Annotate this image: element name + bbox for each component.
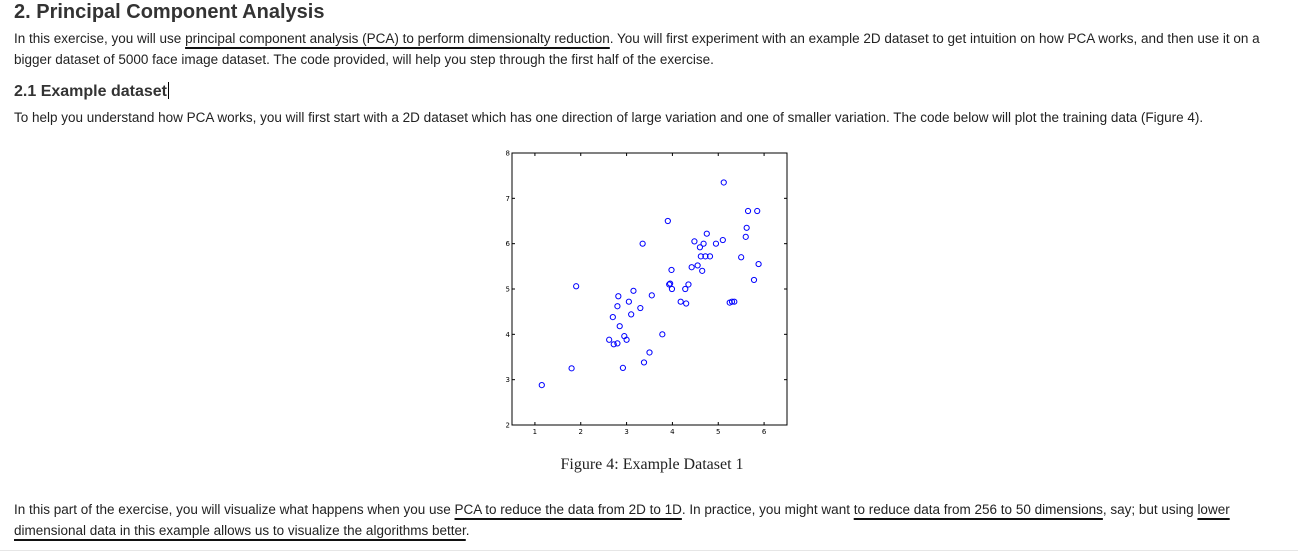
y-tick-label: 4	[506, 331, 511, 339]
y-tick-label: 8	[506, 150, 510, 158]
data-point	[659, 331, 666, 338]
data-point	[614, 303, 621, 310]
y-tick-label: 5	[506, 286, 510, 294]
data-point	[667, 280, 674, 287]
summary-text-2: . In practice, you might want	[681, 502, 854, 517]
data-point	[688, 264, 695, 271]
intro-text-1: In this exercise, you will use	[14, 31, 186, 46]
data-point	[668, 285, 676, 293]
data-point	[702, 253, 709, 260]
data-point	[700, 240, 707, 247]
y-tick-label: 3	[506, 376, 510, 384]
bottom-divider	[0, 550, 1298, 551]
intro-paragraph: In this exercise, you will use principal…	[14, 28, 1294, 70]
data-point	[637, 304, 644, 312]
lower-dimensional-phrase: lower dimensional data in this example a…	[14, 502, 1230, 538]
summary-text-3: , say; but using	[1102, 502, 1198, 517]
dimensions-phrase: to reduce data from 256 to 50 dimensions	[853, 502, 1103, 517]
data-point	[755, 260, 762, 268]
example-dataset-scatter-plot: 1 2 3 4 5 6 2 3 4 5 6 7 8	[506, 150, 788, 436]
data-point	[573, 283, 580, 290]
data-point	[614, 340, 621, 347]
plot-frame	[511, 152, 788, 426]
subsection-title: 2.1 Example dataset	[14, 82, 169, 101]
data-point	[719, 236, 726, 244]
data-point	[731, 298, 738, 305]
data-point	[750, 276, 758, 284]
data-point	[648, 292, 655, 299]
data-point	[742, 233, 749, 240]
x-tick-label: 4	[670, 428, 675, 436]
data-point	[609, 314, 616, 321]
data-point	[697, 253, 704, 260]
data-point	[696, 244, 704, 251]
data-point	[706, 253, 714, 260]
data-point	[682, 285, 689, 293]
axis-ticks: 1 2 3 4 5 6 2 3 4 5 6 7 8	[506, 150, 787, 436]
data-point	[699, 267, 706, 274]
data-point	[683, 300, 690, 307]
data-point	[744, 207, 752, 215]
subsection-paragraph: To help you understand how PCA works, yo…	[14, 110, 1204, 125]
pca-underlined-phrase: principal component analysis (PCA) to pe…	[185, 31, 610, 46]
text-cursor	[167, 82, 169, 99]
pca-2d-to-1d-phrase: PCA to reduce the data from 2D to 1D	[454, 502, 682, 517]
summary-text-1: In this part of the exercise, you will v…	[14, 502, 455, 517]
data-point	[743, 224, 750, 231]
data-point	[754, 207, 761, 215]
x-tick-label: 1	[533, 428, 537, 436]
data-point	[664, 217, 671, 225]
summary-paragraph: In this part of the exercise, you will v…	[14, 499, 1294, 541]
section-title: 2. Principal Component Analysis	[14, 1, 325, 23]
data-point	[685, 281, 692, 288]
data-point	[720, 179, 727, 186]
subsection-title-text: 2.1 Example dataset	[14, 83, 167, 100]
x-tick-label: 3	[624, 428, 628, 436]
data-point	[610, 341, 617, 348]
data-point	[615, 293, 622, 300]
data-points	[538, 179, 762, 389]
summary-text-4: .	[465, 523, 470, 538]
y-tick-label: 6	[506, 240, 511, 248]
data-point	[619, 364, 627, 371]
data-point	[625, 298, 632, 305]
data-point	[616, 323, 623, 330]
data-point	[666, 281, 673, 288]
data-point	[703, 230, 710, 237]
intro-text-2: . You will first experiment with an exam…	[14, 31, 1260, 67]
x-tick-label: 5	[716, 428, 720, 436]
data-point	[568, 365, 575, 372]
y-tick-label: 2	[506, 422, 510, 430]
data-point	[606, 336, 613, 343]
data-point	[694, 262, 701, 269]
data-point	[677, 298, 684, 305]
x-tick-label: 2	[579, 428, 583, 436]
x-tick-label: 6	[762, 428, 767, 436]
data-point	[538, 382, 545, 389]
data-point	[738, 254, 745, 261]
data-point	[639, 240, 646, 247]
data-point	[628, 311, 635, 318]
data-point	[712, 240, 720, 247]
data-point	[640, 359, 648, 366]
data-point	[646, 349, 653, 356]
data-point	[623, 336, 630, 343]
y-tick-label: 7	[506, 195, 510, 203]
data-point	[728, 298, 736, 305]
figure-caption: Figure 4: Example Dataset 1	[560, 456, 744, 473]
data-point	[630, 287, 637, 294]
data-point	[691, 238, 698, 245]
data-point	[668, 266, 675, 274]
